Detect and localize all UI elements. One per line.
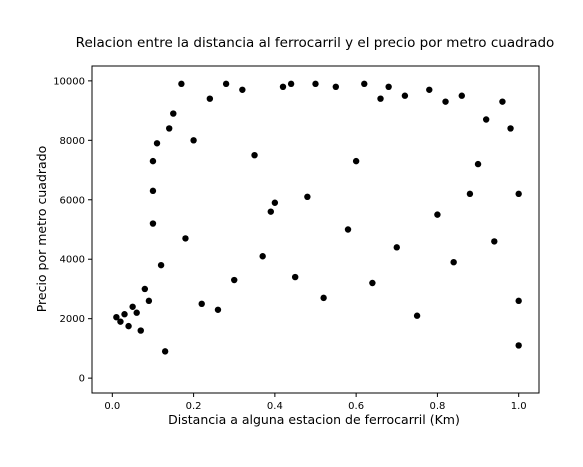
data-point [393, 244, 400, 251]
data-point [125, 322, 132, 330]
data-point [113, 313, 120, 321]
x-tick-label: 0.8 [429, 401, 445, 412]
y-axis: 0 2000 4000 6000 8000 10000 [53, 76, 92, 385]
data-point [121, 311, 128, 318]
data-point [157, 261, 165, 269]
x-tick-label: 0.2 [186, 401, 202, 412]
chart-title: Relacion entre la distancia al ferrocarr… [76, 35, 555, 51]
data-point [352, 157, 360, 165]
x-tick-label: 1.0 [511, 401, 527, 412]
y-tick-label: 2000 [60, 314, 85, 325]
data-point [239, 86, 246, 93]
data-point [515, 342, 522, 349]
data-point [178, 80, 185, 88]
data-point [153, 140, 161, 147]
y-tick-label: 0 [79, 374, 85, 385]
data-point [161, 348, 169, 355]
data-point [377, 95, 384, 102]
data-point [251, 151, 258, 159]
data-point [141, 285, 149, 293]
data-point [231, 276, 238, 284]
x-tick-label: 0.6 [348, 401, 364, 412]
y-tick-label: 8000 [60, 136, 85, 147]
data-point [198, 300, 205, 308]
data-point [426, 86, 433, 93]
data-point [304, 193, 311, 200]
data-point [458, 92, 465, 99]
data-point [434, 211, 441, 218]
y-tick-label: 10000 [53, 76, 85, 87]
data-point [499, 98, 506, 105]
data-point [369, 279, 376, 287]
data-point [515, 190, 522, 198]
data-point [287, 80, 295, 88]
data-point [474, 160, 482, 168]
x-tick-label: 0.0 [104, 401, 120, 412]
data-point [320, 294, 327, 302]
data-point [361, 80, 368, 88]
data-point [190, 137, 197, 144]
data-point [344, 226, 352, 233]
data-point [206, 95, 214, 102]
data-point [466, 190, 474, 198]
y-axis-label: Precio por metro cuadrado [34, 146, 49, 313]
data-point [491, 238, 498, 245]
data-point [482, 116, 490, 123]
data-point [149, 220, 157, 227]
data-point [312, 80, 319, 88]
data-point [442, 98, 449, 105]
data-point [271, 199, 279, 206]
plot-frame [91, 65, 540, 394]
x-tick-label: 0.4 [267, 401, 283, 412]
data-point [149, 157, 157, 165]
data-point [259, 253, 266, 260]
data-point [214, 306, 222, 313]
data-point [267, 208, 274, 215]
data-point [450, 259, 457, 266]
data-point [332, 83, 340, 91]
data-point [137, 327, 144, 334]
data-point [117, 318, 124, 325]
data-point [279, 83, 287, 91]
data-point [413, 312, 421, 319]
points-layer [113, 80, 522, 355]
data-point [291, 273, 299, 281]
data-point [145, 297, 153, 305]
x-axis: 0.0 0.2 0.4 0.6 0.8 1.0 [104, 393, 527, 412]
data-point [515, 297, 522, 305]
data-point [129, 303, 136, 310]
data-point [507, 125, 514, 132]
data-point [170, 110, 177, 117]
data-point [133, 309, 140, 316]
data-point [149, 187, 157, 195]
data-point [401, 92, 409, 99]
x-axis-label: Distancia a alguna estacion de ferrocarr… [168, 412, 460, 427]
data-point [222, 80, 230, 88]
y-tick-label: 6000 [60, 195, 85, 206]
data-point [166, 125, 173, 132]
data-point [385, 83, 392, 91]
data-point [182, 235, 189, 242]
y-tick-label: 4000 [60, 255, 85, 266]
